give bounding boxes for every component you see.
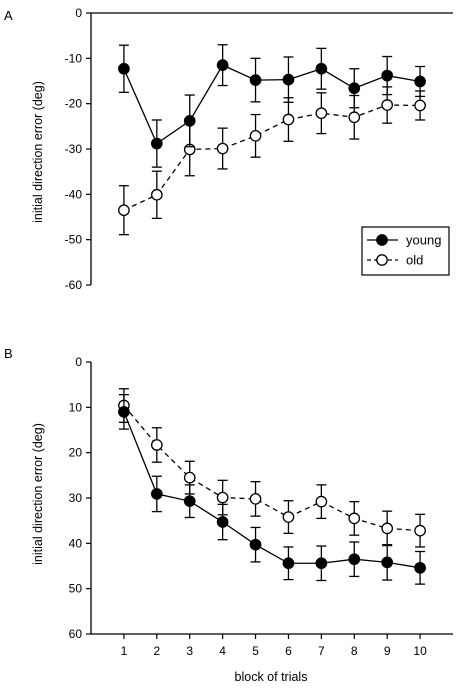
panel-b-x-tick-label: 8 <box>351 644 358 658</box>
panel-a-young-point <box>183 115 196 127</box>
panel-b-old-point <box>183 471 196 484</box>
panel-b-chart: B initial direction error (deg) block of… <box>4 346 453 684</box>
panel-b-young-point <box>249 538 262 551</box>
panel-a-young-point <box>315 62 328 75</box>
panel-b-young-point <box>381 556 394 569</box>
panel-b-label: B <box>4 346 13 361</box>
panel-b-young-point <box>183 495 196 508</box>
panel-a-young-point <box>216 59 229 71</box>
panel-a-y-tick-label: -60 <box>65 278 83 292</box>
panel-b-axes: 0 10 20 30 40 50 60 1 2 3 4 5 6 7 8 9 10 <box>69 355 453 658</box>
panel-a-y-tick-label: -50 <box>65 233 83 247</box>
panel-b-old-point <box>414 524 426 537</box>
panel-a-legend: young old <box>361 226 450 276</box>
panel-b-y-tick-label: 60 <box>69 627 83 641</box>
panel-a-young-point <box>249 74 262 86</box>
panel-a-chart: A initial direction error (deg) 0 -10 -20 -… <box>4 6 453 292</box>
legend-item-young: young <box>367 233 441 248</box>
panel-b-old-line <box>123 405 421 532</box>
panel-b-x-tick-label: 7 <box>318 644 325 658</box>
panel-b-young-point <box>315 557 328 570</box>
panel-b-young-point <box>216 516 229 528</box>
panel-a-y-axis-label: initial direction error (deg) <box>31 81 45 223</box>
panel-a-young-point <box>282 73 295 86</box>
panel-b-old-point <box>282 511 295 523</box>
panel-a-y-tick-label: -40 <box>65 187 83 201</box>
panel-b-young-point <box>150 488 163 500</box>
panel-b-x-axis-label: block of trials <box>235 670 308 684</box>
legend-label-young: young <box>406 233 441 248</box>
legend-marker-old <box>376 254 388 266</box>
panel-b-y-tick-label: 30 <box>69 491 83 505</box>
panel-a-series-old <box>118 86 426 236</box>
panel-b-y-tick-label: 20 <box>69 446 83 460</box>
panel-b-x-tick-label: 2 <box>153 644 160 658</box>
panel-b-old-point <box>249 493 262 505</box>
panel-b-x-tick-label: 3 <box>186 644 193 658</box>
panel-b-young-line <box>123 411 421 569</box>
panel-b-y-tick-label: 10 <box>69 400 83 414</box>
panel-b-y-tick-label: 0 <box>75 355 82 369</box>
legend-marker-young <box>376 234 388 246</box>
panel-b-x-tick-label: 6 <box>285 644 292 658</box>
panel-b-old-point <box>348 512 361 525</box>
panel-a-y-tick-label: -30 <box>65 142 83 156</box>
panel-a-old-point <box>315 107 328 120</box>
panel-a-old-point <box>414 99 426 112</box>
panel-a-y-tick-label: -10 <box>65 51 83 65</box>
panel-a-old-point <box>282 113 295 126</box>
panel-a-old-point <box>249 130 262 142</box>
panel-a-old-point <box>348 111 361 124</box>
panel-b-old-point <box>216 491 229 504</box>
panel-b-young-point <box>282 557 295 570</box>
panel-a-young-line <box>123 64 421 145</box>
panel-a-young-point <box>118 62 130 75</box>
panel-b-young-point <box>414 561 426 574</box>
panel-b-x-tick-label: 10 <box>413 644 427 658</box>
panel-a-old-point <box>150 188 163 201</box>
legend-label-old: old <box>406 253 423 268</box>
panel-a-young-point <box>348 82 361 95</box>
panel-a-axes: 0 -10 -20 -30 -40 -50 -60 <box>65 6 453 292</box>
panel-a-old-point <box>381 99 394 111</box>
panel-a-young-point <box>150 137 163 150</box>
panel-b-x-tick-label: 1 <box>121 644 128 658</box>
panel-b-young-point <box>348 553 361 566</box>
panel-b-old-point <box>381 522 394 535</box>
legend-box <box>361 226 450 276</box>
panel-a-young-point <box>414 75 426 88</box>
panel-b-y-axis-label: initial direction error (deg) <box>31 423 45 565</box>
panel-b-x-tick-label: 9 <box>384 644 391 658</box>
panel-b-old-point <box>150 439 163 451</box>
panel-a-old-point <box>118 204 130 217</box>
panel-a-y-tick-label: 0 <box>75 6 82 20</box>
panel-a-label: A <box>4 8 13 23</box>
panel-b-series-young <box>118 393 426 585</box>
panel-a-young-point <box>381 69 394 82</box>
panel-b-series-old <box>118 388 426 548</box>
panel-b-y-tick-label: 50 <box>69 582 83 596</box>
panel-b-old-point <box>315 495 328 508</box>
panel-b-y-tick-label: 40 <box>69 536 83 550</box>
panel-a-old-line <box>123 104 421 211</box>
panel-a-y-tick-label: -20 <box>65 97 83 111</box>
panel-a-series-young <box>118 44 426 168</box>
panel-b-x-tick-label: 5 <box>252 644 259 658</box>
panel-a-old-point <box>216 142 229 155</box>
panel-b-young-point <box>118 406 130 418</box>
legend-item-old: old <box>367 253 423 268</box>
panel-b-x-tick-label: 4 <box>219 644 226 658</box>
